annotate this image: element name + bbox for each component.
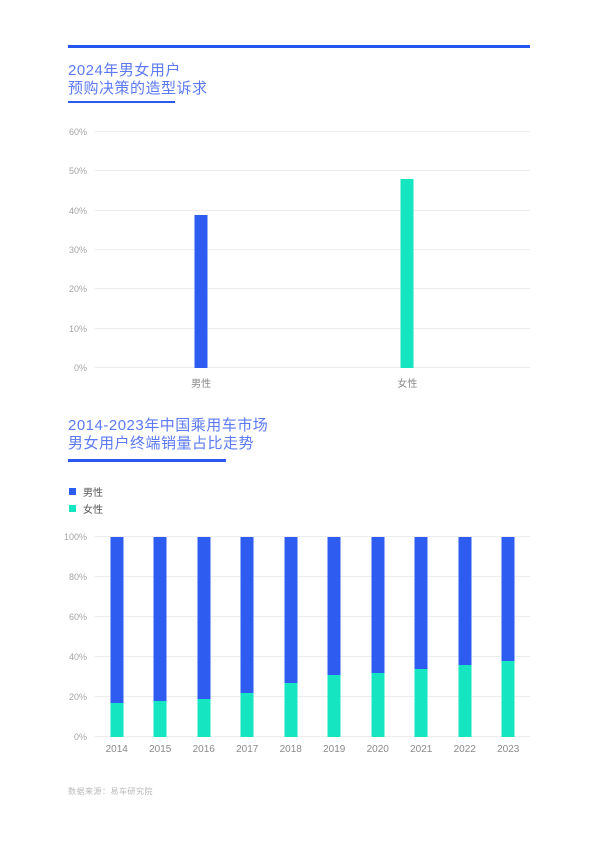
chart2-segment-男性: [153, 537, 167, 701]
chart2-segment-女性: [414, 669, 428, 737]
y-axis-tick-label: 20%: [68, 692, 87, 702]
y-axis-tick-label: 60%: [68, 612, 87, 622]
gridline: [95, 576, 530, 577]
y-axis-tick-label: 0%: [73, 732, 87, 742]
gridline: [95, 536, 530, 537]
legend-swatch-icon: [69, 488, 76, 495]
y-axis-tick-label: 40%: [68, 205, 87, 216]
chart1-plot-area: 0% 10% 20% 30% 40% 50% 60% 男性 女性: [69, 127, 530, 390]
chart2-title: 2014-2023年中国乘用车市场 男女用户终端销量占比走势: [68, 417, 268, 453]
chart2-segment-女性: [327, 675, 341, 737]
chart2-title-line1: 2014-2023年中国乘用车市场: [68, 417, 269, 434]
chart1-bar: [194, 214, 208, 368]
chart2-stacked-bar: [153, 537, 167, 737]
x-axis-category-label: 男性: [191, 379, 212, 390]
chart2-segment-男性: [197, 537, 211, 699]
legend-item: 女性: [69, 502, 103, 516]
chart1-title: 2024年男女用户 预购决策的造型诉求: [68, 62, 208, 98]
gridline: [95, 131, 530, 132]
x-axis-year-label: 2020: [366, 744, 389, 755]
legend-item: 男性: [69, 485, 103, 499]
chart2-stacked-bar: [197, 537, 211, 737]
chart2-stacked-bar: [501, 537, 515, 737]
gridline: [95, 327, 530, 329]
chart2-segment-女性: [371, 673, 385, 737]
chart2-segment-男性: [414, 537, 428, 669]
gridline: [95, 736, 530, 737]
chart2-segment-女性: [458, 665, 472, 737]
gridline: [95, 656, 530, 657]
gridline: [95, 249, 530, 250]
y-axis-tick-label: 20%: [68, 284, 87, 295]
chart2-segment-男性: [458, 537, 472, 665]
chart2-title-underline: [68, 459, 226, 462]
chart2-stacked-bar: [414, 537, 428, 737]
chart2-stacked-bar: [110, 537, 124, 737]
gridline: [95, 288, 530, 290]
x-axis-category-label: 女性: [397, 379, 418, 390]
chart2-stacked-bar: [240, 537, 254, 737]
chart2-segment-女性: [110, 703, 124, 737]
chart1-title-line2: 预购决策的造型诉求: [68, 80, 208, 97]
chart1-title-line1: 2024年男女用户: [68, 62, 181, 79]
x-axis-year-label: 2017: [236, 744, 259, 755]
x-axis-year-label: 2014: [105, 744, 128, 755]
legend-swatch-icon: [69, 505, 76, 512]
chart2-segment-男性: [110, 537, 124, 703]
x-axis-year-label: 2022: [453, 744, 476, 755]
y-axis-tick-label: 0%: [73, 363, 87, 373]
legend-label: 男性: [83, 488, 103, 499]
chart2-segment-女性: [501, 661, 515, 737]
y-axis-tick-label: 30%: [68, 245, 87, 255]
chart2-segment-女性: [153, 701, 167, 737]
chart2-stacked-bar: [284, 537, 298, 737]
x-axis-year-label: 2016: [192, 744, 215, 755]
y-axis-tick-label: 80%: [68, 572, 87, 582]
chart2-stacked-bar: [458, 537, 472, 737]
chart1-bar: [400, 179, 414, 368]
legend-label: 女性: [83, 505, 103, 516]
y-axis-tick-label: 10%: [68, 323, 87, 334]
top-accent-rule: [68, 45, 530, 48]
chart2-segment-男性: [240, 537, 254, 693]
chart2-plot-area: 0% 20% 40% 60% 80% 100% 2014 2015 2016 2017 2018 20…: [64, 532, 530, 755]
gridline: [95, 170, 530, 172]
gridline: [95, 616, 530, 617]
chart2-segment-男性: [371, 537, 385, 673]
x-axis-year-label: 2015: [149, 744, 172, 755]
chart2-stacked-bar: [327, 537, 341, 737]
y-axis-tick-label: 50%: [68, 166, 87, 177]
y-axis-tick-label: 40%: [68, 652, 87, 662]
y-axis-tick-label: 100%: [63, 532, 87, 542]
chart2-segment-男性: [501, 537, 515, 661]
chart2-segment-男性: [284, 537, 298, 683]
chart2-title-line2: 男女用户终端销量占比走势: [68, 435, 255, 452]
gridline: [95, 367, 530, 368]
gridline: [95, 209, 530, 211]
data-source-note: 数据来源：易车研究院: [68, 787, 153, 796]
x-axis-year-label: 2023: [497, 744, 520, 755]
x-axis-year-label: 2019: [323, 744, 346, 755]
chart2-legend: 男性 女性: [69, 485, 103, 516]
gridline: [95, 696, 530, 697]
chart2-segment-女性: [240, 693, 254, 737]
chart2-segment-女性: [197, 699, 211, 737]
chart2-stacked-bar: [371, 537, 385, 737]
x-axis-year-label: 2018: [279, 744, 302, 755]
chart2-segment-男性: [327, 537, 341, 675]
x-axis-year-label: 2021: [410, 744, 433, 755]
chart1-title-underline: [68, 101, 175, 103]
chart2-segment-女性: [284, 683, 298, 737]
y-axis-tick-label: 60%: [68, 127, 87, 137]
